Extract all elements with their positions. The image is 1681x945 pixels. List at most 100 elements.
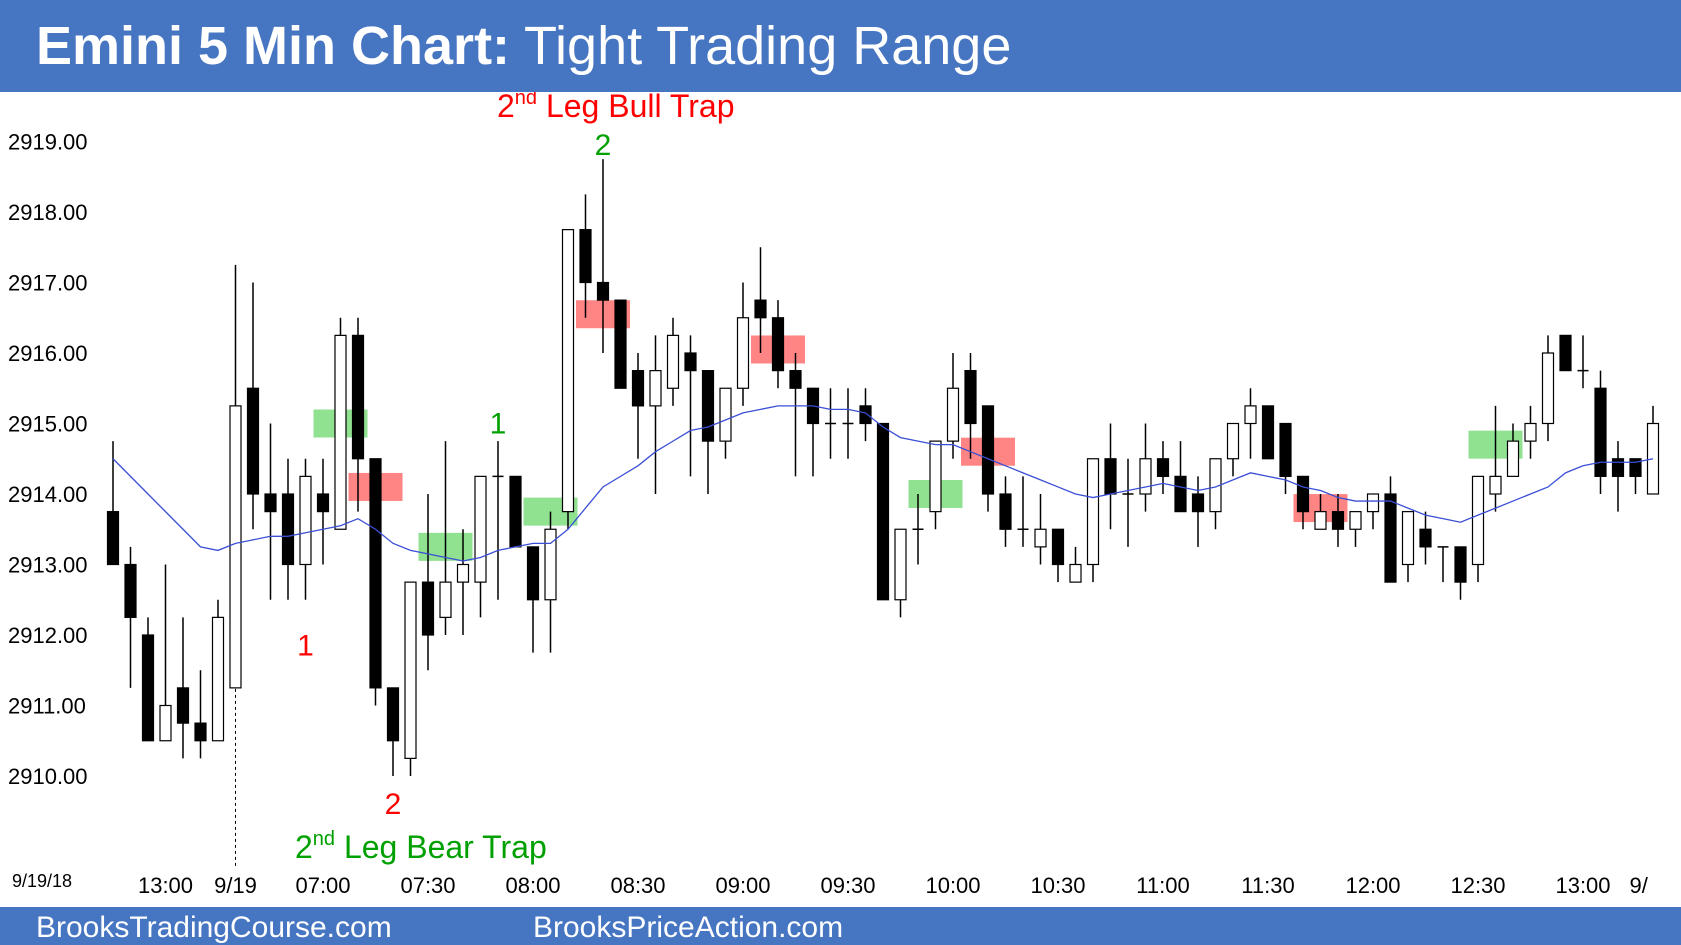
bull-candle-body <box>544 528 557 601</box>
x-tick-label: 11:30 <box>1241 873 1294 898</box>
candle <box>1017 476 1029 547</box>
bear-candle-body <box>281 493 295 566</box>
bear-candle-body <box>1331 511 1345 530</box>
footer-right-url: BrooksPriceAction.com <box>533 911 844 944</box>
bear-candle-body <box>789 370 802 389</box>
bear-candle-body <box>509 475 522 548</box>
bull-candle-body <box>439 581 452 618</box>
candle <box>1069 546 1082 583</box>
candle <box>316 458 330 565</box>
candle <box>1471 475 1485 583</box>
candle <box>474 475 487 618</box>
candle <box>334 317 347 530</box>
candle <box>754 247 767 353</box>
candle <box>806 387 820 477</box>
bear-candle-body <box>579 229 592 284</box>
candle <box>1261 405 1275 460</box>
bull-candle-body <box>1244 405 1257 425</box>
candle <box>1331 494 1345 547</box>
bear-candle-body <box>421 581 435 636</box>
bull-candle-body <box>404 581 417 759</box>
candle <box>1122 458 1134 547</box>
chart-title-bold: Emini 5 Min Chart: <box>36 16 511 76</box>
x-tick-label: 09:30 <box>820 873 875 898</box>
x-tick-label: 9/ <box>1630 873 1649 898</box>
bear-trap-label-num: 2 <box>295 829 313 865</box>
candle <box>1314 494 1327 530</box>
bear-candle-body <box>1191 493 1205 513</box>
candle <box>1139 423 1152 512</box>
y-tick-label: 2910.00 <box>8 764 88 789</box>
bear-candle-body <box>1104 458 1117 495</box>
bear-candle-body <box>1156 458 1170 477</box>
candle <box>1524 405 1537 459</box>
bull-candle-body <box>334 334 347 530</box>
bear-candle-body <box>1279 422 1292 477</box>
candle <box>825 388 836 459</box>
candle <box>964 353 977 459</box>
bull-candle-body <box>561 229 575 513</box>
candle <box>789 353 802 477</box>
candle <box>124 546 137 688</box>
bull-candle-body <box>719 387 732 442</box>
candle <box>1541 335 1555 442</box>
bull-candle-body <box>1034 528 1047 548</box>
bear-candle-body <box>1629 458 1642 477</box>
bear-trap-label-text: Leg Bear Trap <box>335 829 547 865</box>
bull-candle-body <box>1069 563 1082 583</box>
bear-candle-body <box>1261 405 1275 460</box>
footer-bar: BrooksTradingCourse.com BrooksPriceActio… <box>0 907 1681 945</box>
candle <box>281 458 295 600</box>
candlestick-chart: 2919.00 2918.00 2917.00 2916.00 2915.00 2914.… <box>8 92 1660 898</box>
bull-candle-body <box>929 440 942 513</box>
bull-candle-body <box>474 475 487 583</box>
bull-candle-body <box>666 334 680 389</box>
bear-candle-body <box>1051 528 1065 566</box>
bear-candle-body <box>124 563 137 618</box>
candle <box>1419 511 1432 565</box>
bull-candle-body <box>1366 493 1380 513</box>
bull-candle-body <box>211 616 225 742</box>
bull-candle-body <box>1541 352 1555 425</box>
bear-candle-body <box>369 458 382 689</box>
candle <box>596 159 610 353</box>
bear-candle-body <box>1174 475 1187 513</box>
candle <box>1577 335 1589 389</box>
leg-number-label: 2 <box>595 129 612 162</box>
footer-left-url: BrooksTradingCourse.com <box>36 911 392 944</box>
candle <box>999 476 1012 547</box>
candle <box>159 564 172 742</box>
bull-candle-body <box>1226 422 1240 460</box>
candle <box>1034 494 1047 565</box>
bear-candle-body <box>1296 475 1310 513</box>
y-tick-label: 2913.00 <box>8 553 88 578</box>
candle <box>509 475 522 548</box>
candle <box>1191 476 1205 547</box>
candle <box>946 353 960 459</box>
bull-candle-body <box>894 528 907 601</box>
bear-candle-body <box>684 352 697 372</box>
candle <box>894 528 907 618</box>
candle <box>876 422 890 601</box>
bear-candle-body <box>964 370 977 425</box>
leg-number-label: 1 <box>297 630 314 663</box>
x-tick-label: 13:00 <box>138 873 193 898</box>
candle <box>614 299 627 389</box>
candle <box>1209 458 1222 530</box>
bear-candle-body <box>1594 387 1607 477</box>
bull-trap-label: 2nd Leg Bull Trap <box>497 92 735 124</box>
bull-candle-body <box>649 370 662 407</box>
candle <box>1594 370 1607 494</box>
bull-trap-label-num: 2 <box>497 92 515 124</box>
bear-candle-body <box>1559 334 1572 372</box>
bull-candle-body <box>946 387 960 442</box>
candle <box>544 511 557 653</box>
bull-candle-body <box>229 405 242 689</box>
y-tick-label: 2917.00 <box>8 271 88 296</box>
bear-candle-body <box>1384 493 1397 583</box>
x-tick-label: 13:00 <box>1555 873 1610 898</box>
bull-candle-body <box>1506 440 1520 477</box>
annotations: 1 2 1 2 <box>297 129 611 821</box>
y-axis-labels: 2919.00 2918.00 2917.00 2916.00 2915.00 2914.… <box>8 130 88 790</box>
bear-candle-body <box>316 493 330 513</box>
